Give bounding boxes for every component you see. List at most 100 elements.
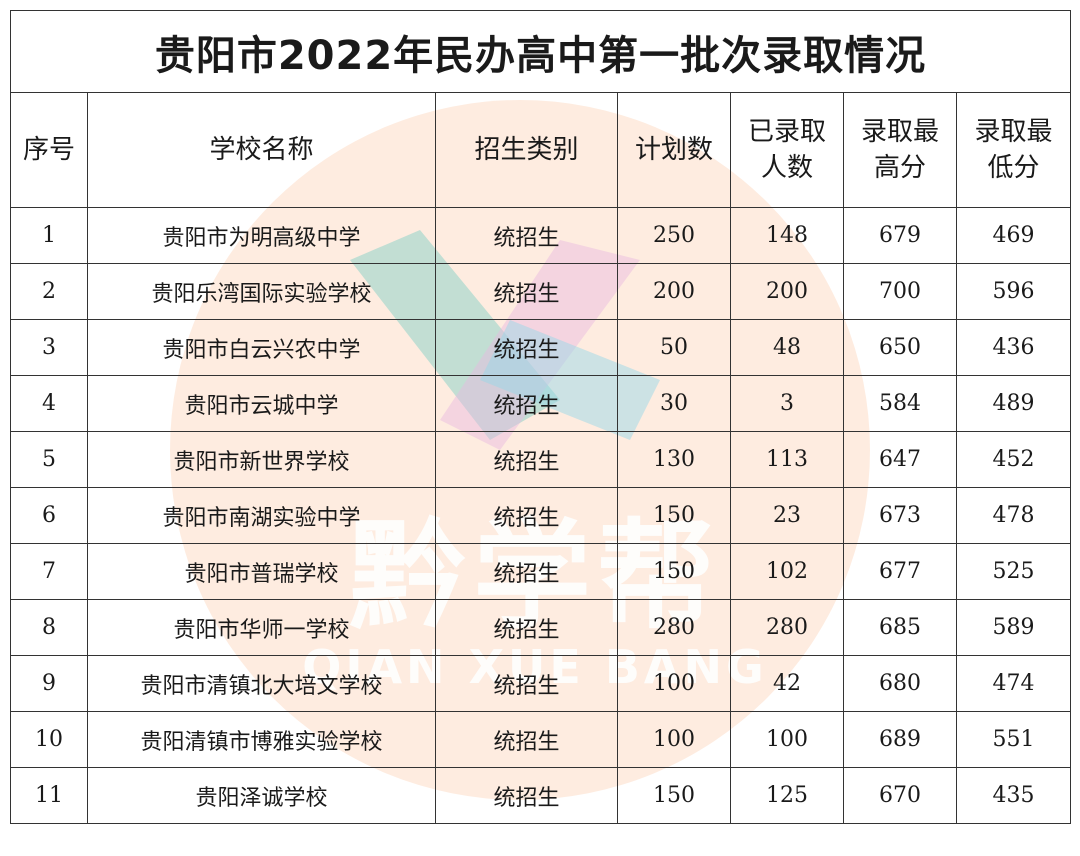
table-row: 2 贵阳乐湾国际实验学校 统招生 200 200 700 596 [11, 264, 1071, 320]
cell-max: 679 [844, 208, 957, 264]
header-min: 录取最低分 [957, 93, 1071, 208]
cell-category: 统招生 [436, 768, 618, 824]
cell-max: 685 [844, 600, 957, 656]
cell-max: 677 [844, 544, 957, 600]
table-row: 8 贵阳市华师一学校 统招生 280 280 685 589 [11, 600, 1071, 656]
cell-admitted: 280 [731, 600, 844, 656]
header-min-label: 录取最低分 [969, 114, 1059, 186]
cell-min: 452 [957, 432, 1071, 488]
cell-min: 589 [957, 600, 1071, 656]
cell-admitted: 3 [731, 376, 844, 432]
cell-plan: 280 [618, 600, 731, 656]
table-row: 1 贵阳市为明高级中学 统招生 250 148 679 469 [11, 208, 1071, 264]
cell-category: 统招生 [436, 656, 618, 712]
table-row: 4 贵阳市云城中学 统招生 30 3 584 489 [11, 376, 1071, 432]
cell-max: 584 [844, 376, 957, 432]
table-row: 5 贵阳市新世界学校 统招生 130 113 647 452 [11, 432, 1071, 488]
table-row: 3 贵阳市白云兴农中学 统招生 50 48 650 436 [11, 320, 1071, 376]
cell-admitted: 200 [731, 264, 844, 320]
cell-plan: 30 [618, 376, 731, 432]
cell-school: 贵阳市白云兴农中学 [88, 320, 436, 376]
cell-category: 统招生 [436, 208, 618, 264]
cell-max: 700 [844, 264, 957, 320]
cell-category: 统招生 [436, 712, 618, 768]
cell-admitted: 125 [731, 768, 844, 824]
cell-admitted: 102 [731, 544, 844, 600]
table-row: 7 贵阳市普瑞学校 统招生 150 102 677 525 [11, 544, 1071, 600]
cell-category: 统招生 [436, 600, 618, 656]
cell-no: 7 [11, 544, 88, 600]
cell-plan: 200 [618, 264, 731, 320]
cell-max: 650 [844, 320, 957, 376]
cell-no: 1 [11, 208, 88, 264]
cell-admitted: 48 [731, 320, 844, 376]
header-school: 学校名称 [88, 93, 436, 208]
cell-category: 统招生 [436, 320, 618, 376]
cell-min: 469 [957, 208, 1071, 264]
cell-max: 670 [844, 768, 957, 824]
header-admitted-label: 已录取人数 [742, 114, 832, 186]
cell-min: 489 [957, 376, 1071, 432]
cell-category: 统招生 [436, 432, 618, 488]
cell-category: 统招生 [436, 544, 618, 600]
cell-no: 8 [11, 600, 88, 656]
table-row: 11 贵阳泽诚学校 统招生 150 125 670 435 [11, 768, 1071, 824]
cell-admitted: 148 [731, 208, 844, 264]
cell-school: 贵阳市为明高级中学 [88, 208, 436, 264]
cell-min: 474 [957, 656, 1071, 712]
header-row: 序号 学校名称 招生类别 计划数 已录取人数 录取最高分 录取最低分 [11, 93, 1071, 208]
cell-plan: 50 [618, 320, 731, 376]
cell-school: 贵阳市南湖实验中学 [88, 488, 436, 544]
admission-table: 贵阳市2022年民办高中第一批次录取情况 序号 学校名称 招生类别 计划数 已录… [10, 10, 1071, 824]
cell-category: 统招生 [436, 376, 618, 432]
cell-no: 10 [11, 712, 88, 768]
cell-min: 551 [957, 712, 1071, 768]
cell-category: 统招生 [436, 264, 618, 320]
cell-plan: 150 [618, 488, 731, 544]
cell-school: 贵阳清镇市博雅实验学校 [88, 712, 436, 768]
header-admitted: 已录取人数 [731, 93, 844, 208]
cell-admitted: 42 [731, 656, 844, 712]
cell-school: 贵阳乐湾国际实验学校 [88, 264, 436, 320]
cell-school: 贵阳市清镇北大培文学校 [88, 656, 436, 712]
cell-max: 647 [844, 432, 957, 488]
cell-min: 478 [957, 488, 1071, 544]
cell-category: 统招生 [436, 488, 618, 544]
cell-school: 贵阳市华师一学校 [88, 600, 436, 656]
cell-max: 689 [844, 712, 957, 768]
cell-school: 贵阳市普瑞学校 [88, 544, 436, 600]
cell-admitted: 100 [731, 712, 844, 768]
table-row: 10 贵阳清镇市博雅实验学校 统招生 100 100 689 551 [11, 712, 1071, 768]
table-title: 贵阳市2022年民办高中第一批次录取情况 [11, 11, 1071, 93]
cell-plan: 150 [618, 544, 731, 600]
cell-plan: 100 [618, 656, 731, 712]
table-row: 6 贵阳市南湖实验中学 统招生 150 23 673 478 [11, 488, 1071, 544]
cell-admitted: 113 [731, 432, 844, 488]
header-plan: 计划数 [618, 93, 731, 208]
header-max-label: 录取最高分 [855, 114, 945, 186]
cell-plan: 130 [618, 432, 731, 488]
cell-no: 11 [11, 768, 88, 824]
cell-school: 贵阳市新世界学校 [88, 432, 436, 488]
cell-no: 9 [11, 656, 88, 712]
cell-plan: 150 [618, 768, 731, 824]
header-max: 录取最高分 [844, 93, 957, 208]
cell-plan: 250 [618, 208, 731, 264]
cell-no: 5 [11, 432, 88, 488]
header-no: 序号 [11, 93, 88, 208]
cell-min: 435 [957, 768, 1071, 824]
cell-min: 436 [957, 320, 1071, 376]
cell-max: 680 [844, 656, 957, 712]
cell-no: 3 [11, 320, 88, 376]
cell-plan: 100 [618, 712, 731, 768]
table-row: 9 贵阳市清镇北大培文学校 统招生 100 42 680 474 [11, 656, 1071, 712]
cell-no: 6 [11, 488, 88, 544]
cell-min: 525 [957, 544, 1071, 600]
cell-admitted: 23 [731, 488, 844, 544]
cell-school: 贵阳市云城中学 [88, 376, 436, 432]
header-category: 招生类别 [436, 93, 618, 208]
cell-school: 贵阳泽诚学校 [88, 768, 436, 824]
cell-no: 2 [11, 264, 88, 320]
cell-max: 673 [844, 488, 957, 544]
cell-min: 596 [957, 264, 1071, 320]
